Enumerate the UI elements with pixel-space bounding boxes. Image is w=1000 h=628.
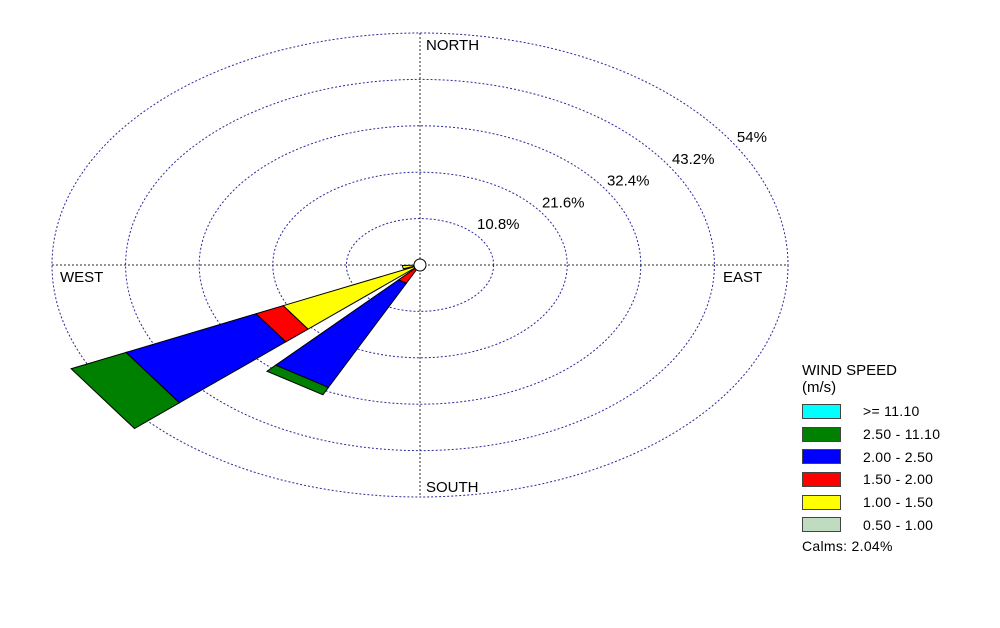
legend-label: 2.50 - 11.10 [863,426,941,443]
wedge-2-band-4 [265,364,330,396]
ring-label-2: 21.6% [542,194,585,211]
direction-label-east: EAST [723,269,762,286]
legend-title-line-2: (m/s) [802,379,837,396]
legend-swatch [802,471,841,487]
calms-label: Calms: 2.04% [802,538,893,555]
legend-item: >= 11.10 [802,400,940,423]
legend-item: 1.50 - 2.00 [802,468,940,491]
legend-item: 2.00 - 2.50 [802,445,940,468]
ring-label-4: 43.2% [672,151,715,168]
legend-label: 1.00 - 1.50 [863,494,934,511]
ring-label-3: 32.4% [607,173,650,190]
legend-title-line-1: WIND SPEED [802,362,898,379]
legend-item: 2.50 - 11.10 [802,423,940,446]
ring-label-1: 10.8% [477,216,520,233]
legend-swatch [802,517,841,533]
legend: WIND SPEED (m/s) >= 11.10 2.50 - 11.10 2.0… [802,362,940,554]
legend-label: 2.00 - 2.50 [863,448,934,465]
wedge-1-band-4 [70,351,181,430]
legend-rows: >= 11.10 2.50 - 11.10 2.00 - 2.50 1.50 - 2.… [802,400,940,536]
direction-label-south: SOUTH [426,479,479,496]
legend-item: 1.00 - 1.50 [802,491,940,514]
direction-label-west: WEST [60,269,103,286]
legend-swatch [802,403,841,419]
legend-label: 1.50 - 2.00 [863,471,934,488]
legend-label: 0.50 - 1.00 [863,516,934,533]
center-circle [413,258,427,272]
legend-swatch [802,494,841,510]
legend-swatch [802,426,841,442]
legend-label: >= 11.10 [863,403,920,420]
ring-label-5: 54% [737,129,767,146]
legend-swatch [802,449,841,465]
legend-item: 0.50 - 1.00 [802,513,940,536]
direction-label-north: NORTH [426,37,479,54]
ring-5 [51,32,789,498]
ring-labels-group: 10.8% 21.6% 32.4% 43.2% 54% [477,129,767,233]
wedges-group [70,264,421,430]
